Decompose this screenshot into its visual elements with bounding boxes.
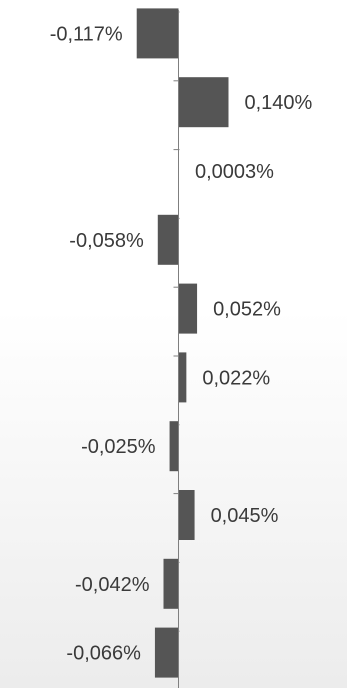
data-label: 0,140% bbox=[245, 92, 313, 114]
bar bbox=[169, 421, 179, 472]
data-label: 0,022% bbox=[202, 367, 270, 389]
data-label: -0,025% bbox=[81, 436, 156, 458]
bar bbox=[154, 627, 179, 678]
data-label: -0,117% bbox=[50, 23, 123, 45]
data-label: -0,058% bbox=[69, 230, 144, 252]
bar bbox=[178, 283, 198, 334]
data-label: 0,0003% bbox=[195, 161, 274, 183]
bar bbox=[178, 490, 195, 540]
bar bbox=[157, 214, 179, 265]
bar bbox=[136, 8, 179, 59]
data-labels: -0,117% 0,140% 0,0003% -0,058% 0,052% 0,022% -… bbox=[50, 23, 313, 664]
bars bbox=[136, 8, 229, 678]
bar bbox=[163, 558, 179, 609]
data-label: 0,045% bbox=[211, 505, 279, 527]
data-label: -0,042% bbox=[75, 574, 150, 596]
data-label: -0,066% bbox=[66, 643, 141, 665]
bar bbox=[178, 352, 187, 403]
bar bbox=[178, 77, 229, 128]
data-label: 0,052% bbox=[213, 299, 281, 321]
